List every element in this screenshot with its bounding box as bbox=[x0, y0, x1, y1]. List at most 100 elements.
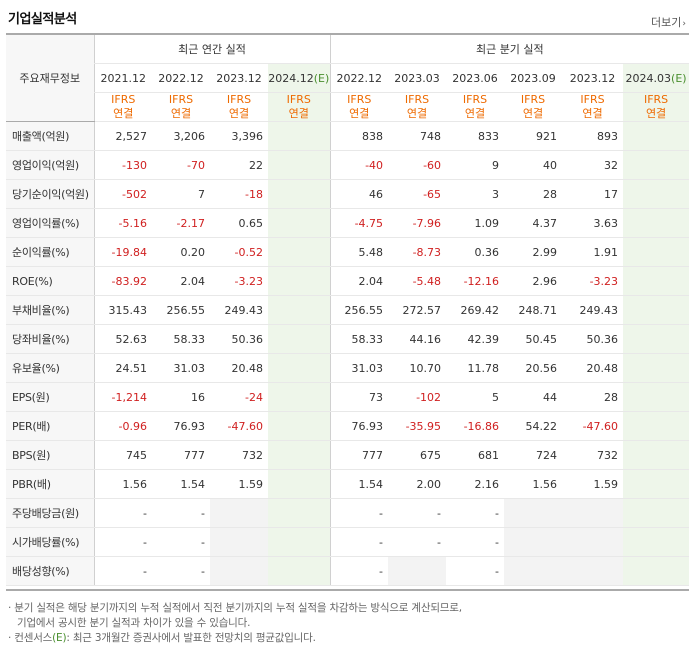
table-row: BPS(원) 745 777 732 777 675 681 724 732 bbox=[6, 440, 690, 470]
period-header: 2023.12 bbox=[562, 63, 624, 93]
standard-bottom: 연결 bbox=[349, 107, 370, 120]
table-bottom-rule bbox=[6, 589, 689, 591]
footnote-2-prefix: · 컨센서스 bbox=[8, 632, 53, 644]
table-cell bbox=[268, 237, 331, 267]
row-label: 영업이익(억원) bbox=[6, 150, 94, 180]
table-cell: 73 bbox=[329, 382, 389, 412]
group-quarter-header: 최근 분기 실적 bbox=[329, 33, 690, 64]
table-row: 유보율(%) 24.51 31.03 20.48 31.03 10.70 11.78 20.5… bbox=[6, 353, 690, 383]
table-cell: -70 bbox=[152, 150, 210, 180]
table-row: EPS(원) -1,214 16 -24 73 -102 5 44 28 bbox=[6, 382, 690, 412]
table-cell: -83.92 bbox=[93, 266, 152, 296]
accounting-standard: IFRS 연결 bbox=[388, 92, 447, 122]
table-row: 주당배당금(원) - - - - - bbox=[6, 498, 690, 528]
period-label: 2024.03 bbox=[625, 71, 672, 85]
standard-top: IFRS bbox=[111, 93, 136, 106]
row-label: 시가배당률(%) bbox=[6, 527, 94, 557]
table-cell: - bbox=[388, 527, 447, 557]
table-cell: - bbox=[152, 527, 210, 557]
period-label: 2023.09 bbox=[510, 71, 556, 85]
period-header: 2023.06 bbox=[446, 63, 505, 93]
table-cell: 10.70 bbox=[388, 353, 447, 383]
table-cell: -12.16 bbox=[446, 266, 505, 296]
table-cell: - bbox=[446, 527, 505, 557]
table-cell bbox=[623, 179, 690, 209]
table-cell: 40 bbox=[504, 150, 563, 180]
table-cell: 20.48 bbox=[210, 353, 268, 383]
table-cell bbox=[268, 469, 331, 499]
more-label: 더보기 bbox=[651, 16, 682, 29]
table-cell: -65 bbox=[388, 179, 447, 209]
row-label: BPS(원) bbox=[6, 440, 94, 470]
table-cell: 272.57 bbox=[388, 295, 447, 325]
table-cell: - bbox=[329, 498, 389, 528]
table-cell: 28 bbox=[562, 382, 624, 412]
table-cell: - bbox=[446, 556, 505, 586]
table-cell bbox=[268, 353, 331, 383]
row-label: PBR(배) bbox=[6, 469, 94, 499]
standard-bottom: 연결 bbox=[228, 107, 250, 120]
standard-bottom: 연결 bbox=[645, 107, 667, 120]
table-cell bbox=[623, 353, 690, 383]
table-cell bbox=[504, 498, 563, 528]
table-cell bbox=[504, 556, 563, 586]
row-label: 주당배당금(원) bbox=[6, 498, 94, 528]
table-cell: -7.96 bbox=[388, 208, 447, 238]
table-cell: -1,214 bbox=[93, 382, 152, 412]
table-cell: 248.71 bbox=[504, 295, 563, 325]
period-header-row: 2021.12 2022.12 2023.12 2024.12(E) 2022.12 20… bbox=[6, 63, 690, 93]
accounting-standard: IFRS 연결 bbox=[562, 92, 624, 122]
table-cell: 44 bbox=[504, 382, 563, 412]
table-cell: 4.37 bbox=[504, 208, 563, 238]
period-header: 2023.03 bbox=[388, 63, 447, 93]
table-cell: 1.59 bbox=[562, 469, 624, 499]
table-cell: 52.63 bbox=[93, 324, 152, 354]
standard-bottom: 연결 bbox=[464, 107, 486, 120]
standard-top: IFRS bbox=[347, 93, 372, 106]
table-cell: - bbox=[446, 498, 505, 528]
table-cell: 5.48 bbox=[329, 237, 389, 267]
table-row: 순이익률(%) -19.84 0.20 -0.52 5.48 -8.73 0.36 2.99 1… bbox=[6, 237, 690, 267]
table-body: 매출액(억원) 2,527 3,206 3,396 838 748 833 921 893 영업이… bbox=[6, 121, 690, 586]
table-cell: -130 bbox=[93, 150, 152, 180]
table-cell: -0.52 bbox=[210, 237, 268, 267]
row-label: 부채비율(%) bbox=[6, 295, 94, 325]
table-cell: -16.86 bbox=[446, 411, 505, 441]
table-cell bbox=[623, 208, 690, 238]
table-row: 당기순이익(억원) -502 7 -18 46 -65 3 28 17 bbox=[6, 179, 690, 209]
table-cell bbox=[562, 527, 624, 557]
table-cell bbox=[623, 411, 690, 441]
table-cell: 44.16 bbox=[388, 324, 447, 354]
accounting-standard: IFRS 연결 bbox=[623, 92, 690, 122]
table-cell: 681 bbox=[446, 440, 505, 470]
table-cell: 675 bbox=[388, 440, 447, 470]
standard-bottom: 연결 bbox=[288, 107, 309, 120]
more-link[interactable]: 더보기› bbox=[651, 14, 686, 30]
period-label: 2023.12 bbox=[216, 71, 262, 85]
accounting-standard: IFRS 연결 bbox=[152, 92, 210, 122]
row-label: 배당성향(%) bbox=[6, 556, 94, 586]
table-cell: - bbox=[152, 556, 210, 586]
accounting-standard: IFRS 연결 bbox=[93, 92, 152, 122]
table-cell: 3,206 bbox=[152, 121, 210, 151]
table-cell: 58.33 bbox=[152, 324, 210, 354]
period-header: 2022.12 bbox=[329, 63, 389, 93]
period-label: 2023.03 bbox=[394, 71, 440, 85]
table-cell: 256.55 bbox=[329, 295, 389, 325]
section-title: 기업실적분석 bbox=[8, 12, 77, 27]
period-label: 2023.12 bbox=[569, 71, 616, 85]
table-cell: 1.09 bbox=[446, 208, 505, 238]
table-cell: 54.22 bbox=[504, 411, 563, 441]
table-row: 부채비율(%) 315.43 256.55 249.43 256.55 272.57 269… bbox=[6, 295, 690, 325]
table-cell bbox=[623, 295, 690, 325]
table-cell bbox=[562, 556, 624, 586]
table-cell: 16 bbox=[152, 382, 210, 412]
table-cell bbox=[562, 498, 624, 528]
accounting-standard: IFRS 연결 bbox=[329, 92, 389, 122]
row-label: 당기순이익(억원) bbox=[6, 179, 94, 209]
table-row: PER(배) -0.96 76.93 -47.60 76.93 -35.95 -16.86 5… bbox=[6, 411, 690, 441]
table-cell: -3.23 bbox=[210, 266, 268, 296]
table-cell: -47.60 bbox=[210, 411, 268, 441]
table-cell: 5 bbox=[446, 382, 505, 412]
table-cell bbox=[210, 498, 268, 528]
